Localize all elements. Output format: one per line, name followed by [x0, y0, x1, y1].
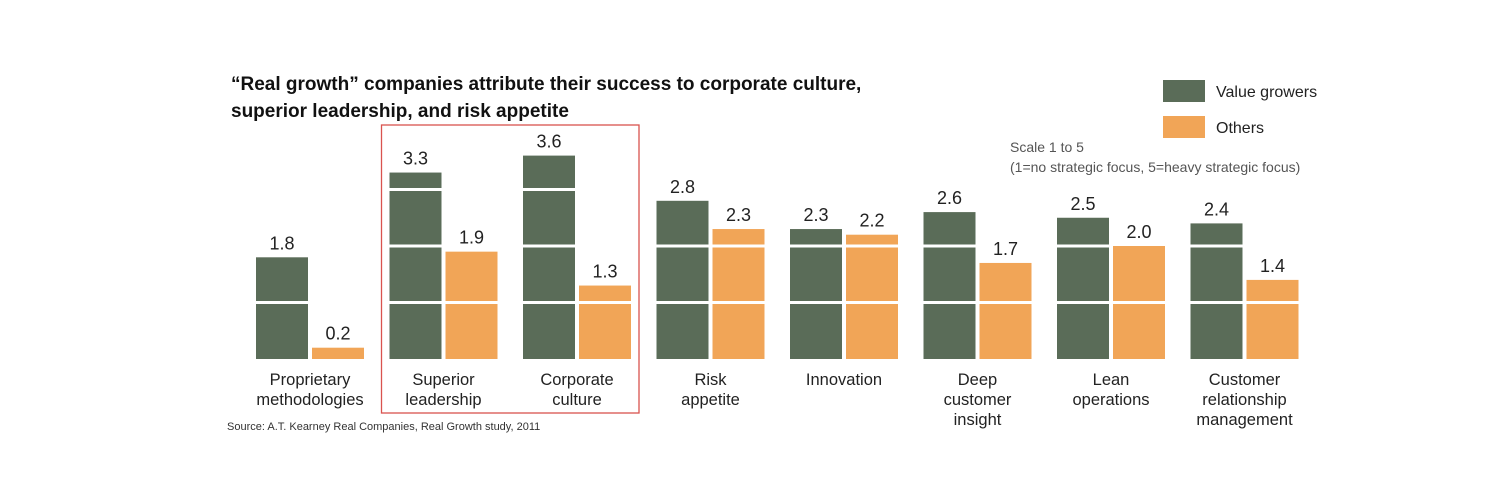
bar-gridline-others-4-1 [712, 301, 765, 304]
bar-gridline-others-6-1 [979, 301, 1032, 304]
plot-area: 1.8 0.2 Proprietary methodologies 3.3 1.9 Supe… [256, 124, 1299, 429]
bar-gridline-value-growers-4-2 [656, 244, 709, 248]
bar-others-1 [312, 347, 364, 359]
bar-gridline-others-8-1 [1246, 301, 1299, 304]
category-label-6-line-3: insight [954, 411, 1002, 429]
category-label-7-line-2: operations [1072, 391, 1149, 409]
category-label-1-line-1: Proprietary [270, 371, 351, 389]
bar-gridline-value-growers-2-1 [389, 301, 442, 304]
category-label-3-line-1: Corporate [540, 371, 613, 389]
category-label-8-line-3: management [1196, 411, 1293, 429]
scale-note-detail: (1=no strategic focus, 5=heavy strategic… [1010, 159, 1300, 175]
category-label-3-line-2: culture [552, 391, 602, 409]
bar-value-growers-2 [389, 172, 442, 359]
bar-gridline-others-5-1 [846, 301, 898, 304]
bar-others-5 [846, 234, 898, 359]
bar-gridline-others-4-2 [712, 244, 765, 248]
category-label-4-line-1: Risk [694, 371, 727, 389]
value-label-value-growers-5: 2.3 [803, 205, 828, 225]
bar-others-4 [712, 229, 765, 359]
bar-value-growers-1 [256, 257, 308, 359]
value-label-value-growers-1: 1.8 [269, 233, 294, 253]
category-label-2-line-2: leadership [405, 391, 481, 409]
bar-gridline-value-growers-8-1 [1190, 301, 1243, 304]
category-label-6-line-1: Deep [958, 371, 997, 389]
value-label-value-growers-2: 3.3 [403, 149, 428, 169]
bar-gridline-value-growers-3-1 [523, 301, 575, 304]
value-label-others-1: 0.2 [325, 324, 350, 344]
bar-gridline-value-growers-7-2 [1057, 244, 1109, 248]
bar-gridline-value-growers-7-1 [1057, 301, 1109, 304]
chart-title-line2: superior leadership, and risk appetite [231, 101, 569, 122]
value-label-others-3: 1.3 [592, 262, 617, 282]
legend-label-value-growers: Value growers [1216, 84, 1317, 101]
bar-gridline-others-3-1 [579, 301, 631, 304]
bar-gridline-value-growers-4-1 [656, 301, 709, 304]
bar-value-growers-5 [790, 229, 842, 359]
bar-value-growers-4 [656, 200, 709, 359]
value-label-others-8: 1.4 [1260, 256, 1285, 276]
category-label-8-line-1: Customer [1209, 371, 1281, 389]
value-label-value-growers-6: 2.6 [937, 188, 962, 208]
category-label-5-line-1: Innovation [806, 371, 882, 389]
bar-others-6 [979, 262, 1032, 359]
value-label-value-growers-4: 2.8 [670, 177, 695, 197]
bar-gridline-value-growers-5-1 [790, 301, 842, 304]
scale-note: Scale 1 to 5 [1010, 139, 1084, 155]
category-label-8-line-2: relationship [1202, 391, 1286, 409]
category-label-6-line-2: customer [944, 391, 1012, 409]
value-label-value-growers-3: 3.6 [536, 132, 561, 152]
bar-gridline-others-5-2 [846, 244, 898, 248]
value-label-value-growers-8: 2.4 [1204, 199, 1229, 219]
category-label-2-line-1: Superior [412, 371, 475, 389]
source-note: Source: A.T. Kearney Real Companies, Rea… [227, 421, 540, 433]
bar-gridline-value-growers-3-3 [523, 188, 575, 191]
bar-value-growers-7 [1057, 217, 1109, 359]
bar-others-2 [445, 251, 498, 359]
bar-gridline-value-growers-8-2 [1190, 244, 1243, 248]
bar-value-growers-3 [523, 155, 575, 359]
category-label-4-line-2: appetite [681, 391, 740, 409]
legend-swatch-value-growers [1163, 80, 1205, 102]
bar-gridline-value-growers-5-2 [790, 244, 842, 248]
highlight-box [380, 124, 640, 414]
value-label-others-2: 1.9 [459, 228, 484, 248]
bar-value-growers-8 [1190, 223, 1243, 359]
chart-title: “Real growth” companies attribute their … [231, 74, 861, 95]
bar-gridline-value-growers-3-2 [523, 244, 575, 248]
category-label-1-line-2: methodologies [256, 391, 363, 409]
bar-others-3 [579, 285, 631, 359]
legend-label-others: Others [1216, 120, 1264, 137]
value-label-others-4: 2.3 [726, 205, 751, 225]
bar-gridline-value-growers-6-1 [923, 301, 976, 304]
value-label-others-6: 1.7 [993, 239, 1018, 259]
bar-gridline-others-2-1 [445, 301, 498, 304]
bar-gridline-value-growers-6-2 [923, 244, 976, 248]
bar-value-growers-6 [923, 212, 976, 359]
bar-gridline-value-growers-1-1 [256, 301, 308, 304]
value-label-others-7: 2.0 [1126, 222, 1151, 242]
value-label-others-5: 2.2 [859, 211, 884, 231]
bar-others-8 [1246, 279, 1299, 359]
bar-gridline-value-growers-2-3 [389, 188, 442, 191]
bar-gridline-others-7-1 [1113, 301, 1165, 304]
legend-swatch-others [1163, 116, 1205, 138]
bar-gridline-value-growers-2-2 [389, 244, 442, 248]
category-label-7-line-1: Lean [1093, 371, 1130, 389]
value-label-value-growers-7: 2.5 [1070, 194, 1095, 214]
